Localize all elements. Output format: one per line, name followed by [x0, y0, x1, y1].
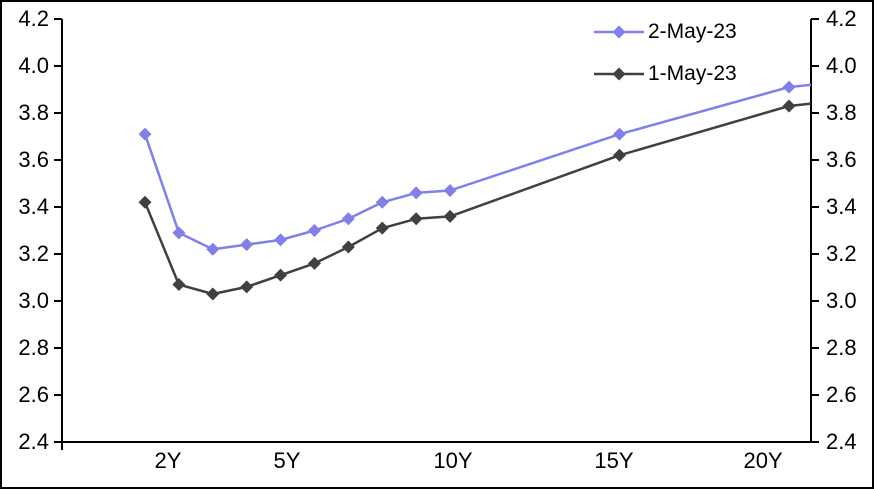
y-axis-tick-label-right: 4.2 [826, 6, 857, 31]
y-axis-tick-label-right: 3.2 [826, 241, 857, 266]
y-axis-tick-label-right: 4.0 [826, 53, 857, 78]
x-axis-tick-label: 15Y [594, 448, 634, 473]
x-axis-tick-label: 2Y [154, 448, 182, 473]
legend-marker-icon [594, 67, 644, 81]
y-axis-tick-label-left: 3.6 [18, 147, 49, 172]
series-line-2-May-23 [143, 83, 812, 251]
axis-lines [61, 19, 812, 443]
y-axis-tick-label-left: 2.4 [18, 429, 49, 454]
legend-item: 1-May-23 [594, 53, 737, 95]
y-axis-tick-label-left: 2.8 [18, 335, 49, 360]
x-axis-tick-label: 5Y [273, 448, 301, 473]
y-axis-tick-label-right: 3.0 [826, 288, 857, 313]
y-axis-tick-label-right: 2.8 [826, 335, 857, 360]
y-axis-tick-label-right: 2.4 [826, 429, 857, 454]
y-axis-tick-label-left: 2.6 [18, 382, 49, 407]
legend-label: 2-May-23 [648, 20, 737, 43]
y-axis-tick-label-left: 3.2 [18, 241, 49, 266]
series-markers-2-May-23 [138, 80, 796, 256]
x-axis-tick-label: 20Y [743, 448, 783, 473]
y-axis-tick-label-right: 2.6 [826, 382, 857, 407]
y-axis-tick-label-left: 3.8 [18, 100, 49, 125]
y-axis-tick-label-right: 3.8 [826, 100, 857, 125]
legend-item: 2-May-23 [594, 11, 737, 53]
y-axis-tick-label-left: 3.4 [18, 194, 49, 219]
y-axis-tick-label-left: 4.0 [18, 53, 49, 78]
y-axis-tick-label-left: 3.0 [18, 288, 49, 313]
series-markers-1-May-23 [138, 99, 796, 301]
x-axis-tick-label: 10Y [433, 448, 473, 473]
series-line-1-May-23 [143, 102, 812, 296]
legend-label: 1-May-23 [648, 62, 737, 85]
y-axis-tick-label-right: 3.6 [826, 147, 857, 172]
y-axis-tick-label-right: 3.4 [826, 194, 857, 219]
legend-marker-icon [594, 25, 644, 39]
legend: 2-May-23 1-May-23 [594, 11, 737, 95]
y-axis-tick-label-left: 4.2 [18, 6, 49, 31]
